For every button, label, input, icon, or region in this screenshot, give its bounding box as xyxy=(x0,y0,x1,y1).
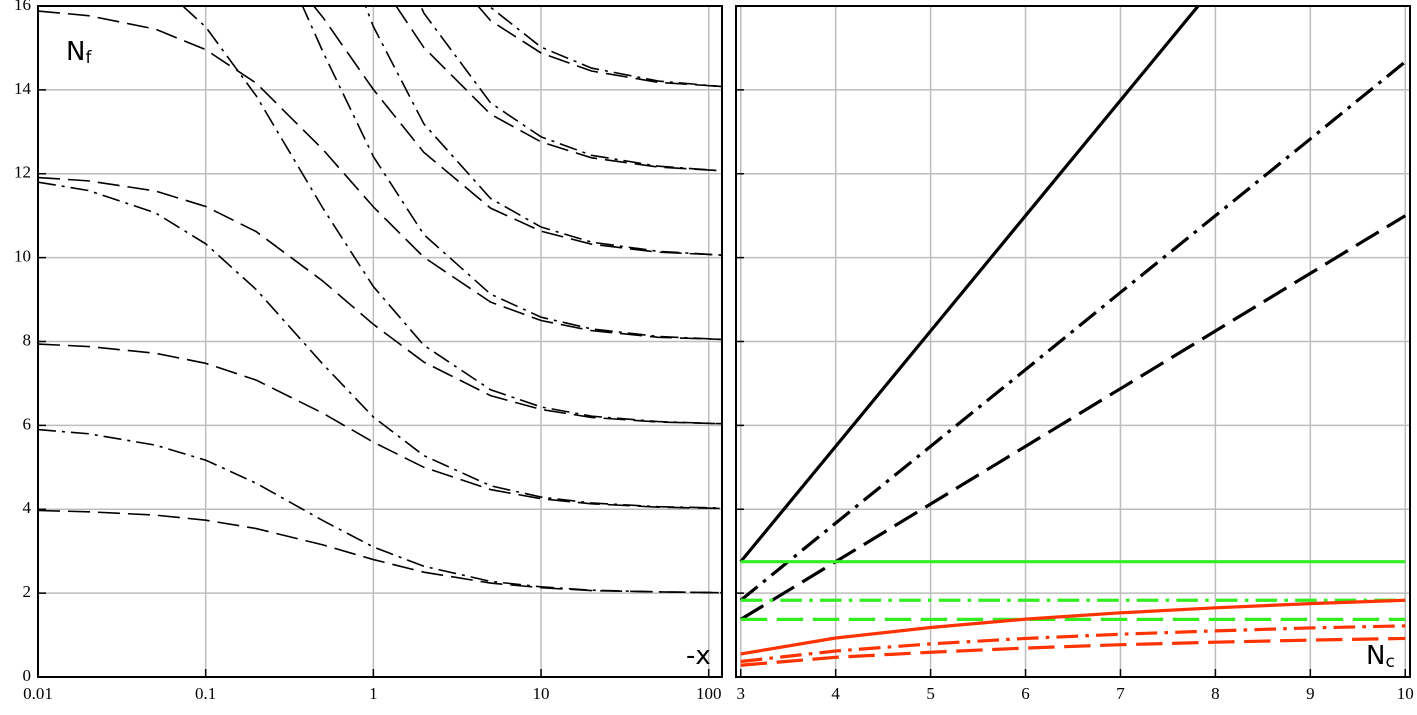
y-tick-label: 12 xyxy=(14,163,31,182)
line-series xyxy=(739,6,1201,563)
line-series xyxy=(38,10,722,341)
x-axis-label: Nc xyxy=(1366,641,1395,673)
x-tick-label: 1 xyxy=(369,684,378,703)
x-tick-label: 9 xyxy=(1306,684,1315,703)
y-axis-label-main: N xyxy=(66,37,85,67)
line-series xyxy=(301,6,722,341)
x-axis-label-main: N xyxy=(1366,641,1385,671)
line-series xyxy=(740,624,1406,664)
y-tick-label: 8 xyxy=(23,330,32,349)
y-axis-label-sub: f xyxy=(85,48,92,68)
x-tick-label: 7 xyxy=(1116,684,1125,703)
x-tick-label: 0.1 xyxy=(195,684,216,703)
line-series xyxy=(739,214,1407,621)
y-tick-label: 2 xyxy=(23,582,32,601)
x-axis-label-main: -x xyxy=(686,641,711,671)
x-tick-label: 10 xyxy=(533,684,550,703)
line-series xyxy=(312,6,722,256)
line-series xyxy=(181,6,722,425)
left-panel: 0.01 0.1 1 10 100 0 2 4 6 8 10 12 14 16 -x Nf xyxy=(14,0,723,703)
x-tick-label: 6 xyxy=(1021,684,1030,703)
y-tick-label: 14 xyxy=(14,79,32,98)
x-tick-label: 4 xyxy=(831,684,840,703)
line-series xyxy=(38,176,722,425)
line-series xyxy=(364,6,722,256)
line-series xyxy=(38,181,722,509)
y-tick-label: 4 xyxy=(23,498,32,517)
line-series xyxy=(419,6,722,172)
line-series xyxy=(739,60,1407,602)
line-series xyxy=(476,6,722,88)
y-tick-label: 10 xyxy=(14,247,31,266)
y-tick-label: 0 xyxy=(23,666,32,685)
line-series xyxy=(395,6,722,172)
x-tick-label: 0.01 xyxy=(23,684,53,703)
series-group xyxy=(739,6,1407,667)
line-series xyxy=(488,6,722,88)
x-tick-label: 3 xyxy=(736,684,745,703)
line-series xyxy=(38,509,722,594)
x-tick-label: 100 xyxy=(696,684,722,703)
line-series xyxy=(740,636,1406,667)
y-axis-label: Nf xyxy=(66,37,92,69)
x-tick-label: 5 xyxy=(926,684,935,703)
y-tick-label: 6 xyxy=(23,414,32,433)
series-group xyxy=(38,6,722,594)
plot-frame xyxy=(735,5,1411,678)
line-series xyxy=(740,598,1406,656)
x-tick-label: 10 xyxy=(1397,684,1414,703)
x-tick-label: 8 xyxy=(1211,684,1220,703)
plot-frame xyxy=(37,5,723,678)
y-tick-label: 16 xyxy=(14,0,31,14)
line-series xyxy=(38,343,722,510)
x-axis-label: -x xyxy=(686,641,711,671)
x-axis-label-sub: c xyxy=(1385,652,1394,672)
